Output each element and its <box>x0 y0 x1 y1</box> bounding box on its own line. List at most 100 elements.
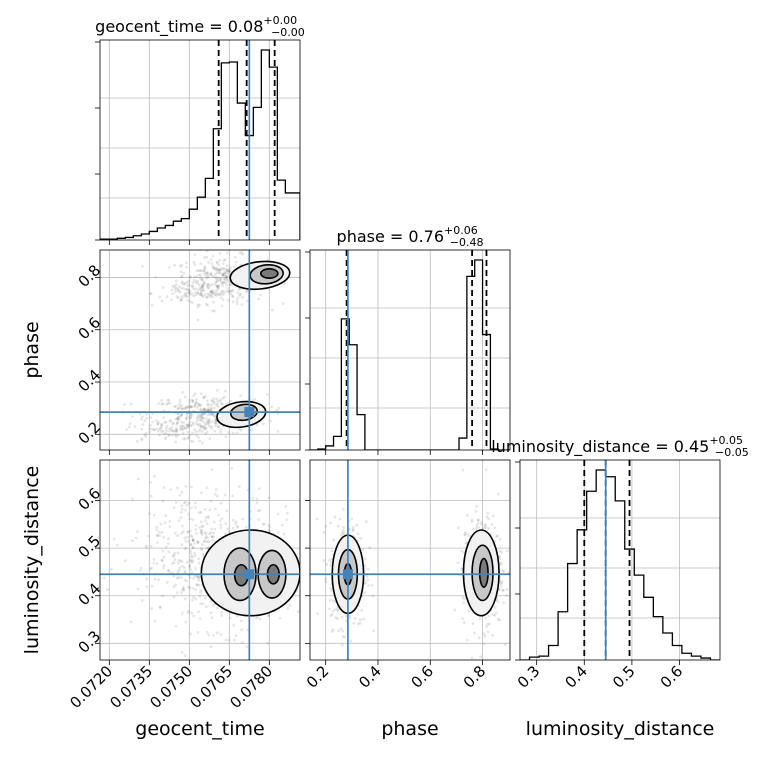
sample-point <box>168 419 172 422</box>
sample-point <box>207 286 211 290</box>
sample-point <box>223 267 226 271</box>
sample-point <box>366 567 370 571</box>
sample-point <box>214 294 218 297</box>
sample-point <box>256 615 260 619</box>
sample-point <box>154 275 158 279</box>
sample-point <box>194 588 198 592</box>
sample-point <box>341 528 345 532</box>
sample-point <box>183 547 187 551</box>
sample-point <box>186 430 190 434</box>
sample-point <box>211 412 215 416</box>
sample-point <box>106 588 110 592</box>
sample-point <box>278 617 282 620</box>
panel-frame <box>99 39 301 241</box>
sample-point <box>228 289 232 293</box>
sample-point <box>212 520 216 524</box>
sample-point <box>177 285 181 288</box>
sample-point <box>362 591 366 594</box>
sample-point <box>207 421 210 425</box>
sample-point <box>285 511 289 515</box>
sample-point <box>224 272 228 275</box>
sample-point <box>322 559 326 562</box>
sample-point <box>165 580 169 584</box>
sample-point <box>180 651 184 654</box>
sample-point <box>340 615 344 619</box>
sample-point <box>204 532 208 535</box>
sample-point <box>172 506 176 510</box>
contour-fill <box>260 268 278 279</box>
sample-point <box>190 485 193 489</box>
sample-point <box>191 281 195 285</box>
sample-point <box>202 266 206 270</box>
contour-line <box>200 529 300 617</box>
sample-point <box>221 298 225 302</box>
sample-point <box>179 413 183 417</box>
x-tick-label: 0.0780 <box>226 662 276 712</box>
sample-point <box>166 398 170 402</box>
sample-point <box>322 591 325 594</box>
sample-point <box>493 605 497 609</box>
sample-point <box>197 610 201 614</box>
sample-point <box>211 539 215 542</box>
sample-point <box>487 614 491 618</box>
sample-point <box>173 551 177 555</box>
sample-point <box>333 608 337 612</box>
sample-point <box>191 421 195 425</box>
xlabel-phase: phase <box>381 718 438 740</box>
sample-point <box>164 545 168 549</box>
sample-point <box>164 426 168 430</box>
sample-point <box>340 532 344 535</box>
sample-point <box>194 280 198 284</box>
sample-point <box>343 635 347 639</box>
sample-point <box>200 413 204 417</box>
sample-point <box>477 525 480 529</box>
sample-point <box>191 546 195 549</box>
sample-point <box>490 523 494 526</box>
sample-point <box>206 408 210 412</box>
sample-point <box>226 290 230 294</box>
sample-point <box>160 531 164 534</box>
sample-point <box>267 528 271 532</box>
sample-point <box>129 402 133 406</box>
sample-point <box>147 534 151 538</box>
sample-point <box>183 282 186 286</box>
sample-point <box>194 567 197 570</box>
sample-point <box>151 420 154 424</box>
sample-point <box>186 284 190 287</box>
panel-frame <box>99 249 301 451</box>
sample-point <box>162 432 166 436</box>
sample-point <box>188 420 192 424</box>
sample-point <box>125 428 128 431</box>
sample-point <box>227 289 231 293</box>
sample-point <box>197 583 201 587</box>
sample-point <box>136 530 139 534</box>
sample-point <box>220 304 224 308</box>
sample-point <box>219 278 223 282</box>
sample-point <box>249 428 253 432</box>
sample-point <box>331 628 335 631</box>
sample-point <box>188 290 192 294</box>
sample-point <box>179 406 183 409</box>
sample-point <box>190 506 193 510</box>
sample-point <box>217 285 221 289</box>
sample-point <box>182 588 186 592</box>
sample-point <box>350 517 354 521</box>
sample-point <box>225 269 229 273</box>
sample-point <box>149 416 153 420</box>
sample-point <box>141 265 144 268</box>
sample-point <box>187 404 191 408</box>
sample-point <box>180 504 184 508</box>
sample-point <box>221 273 225 277</box>
sample-point <box>205 399 209 403</box>
sample-point <box>288 603 292 607</box>
sample-point <box>209 258 213 262</box>
sample-point <box>318 601 321 604</box>
contour-line <box>249 263 284 285</box>
sample-point <box>181 390 185 394</box>
sample-point <box>341 507 345 511</box>
sample-point <box>267 613 270 617</box>
sample-point <box>185 417 188 421</box>
sample-point <box>184 295 188 298</box>
ylabel-luminosity-distance: luminosity_distance <box>21 466 43 655</box>
sample-point <box>201 412 205 416</box>
